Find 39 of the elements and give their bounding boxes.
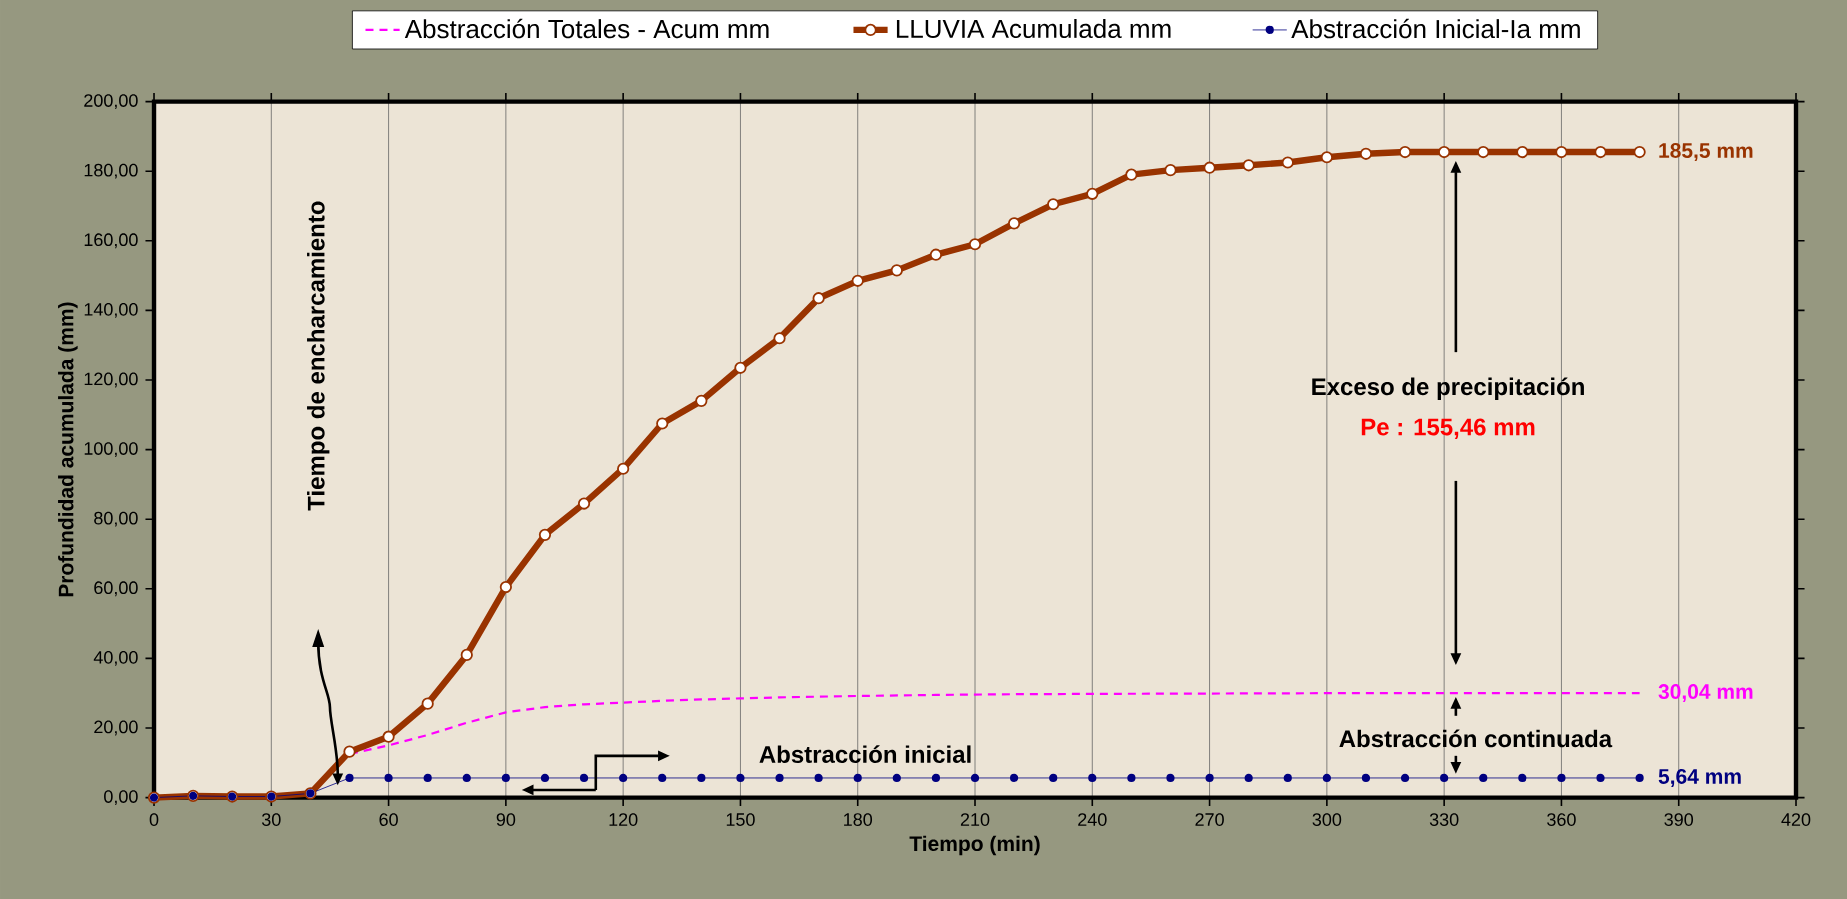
legend-label: Abstracción Totales - Acum mm: [404, 18, 769, 39]
x-tick-label: 240: [1078, 813, 1107, 826]
legend-label: LLUVIA Acumulada mm: [896, 18, 1171, 39]
x-tick-label: 60: [379, 813, 398, 826]
x-tick-label: 360: [1547, 813, 1576, 826]
y-tick-label: 80,00: [94, 511, 138, 527]
legend-label: Abstracción Inicial-Ia mm: [1291, 18, 1580, 39]
x-axis-title: Tiempo (min): [909, 835, 1040, 856]
x-tick-label: 150: [726, 813, 755, 826]
x-tick-label: 420: [1781, 813, 1811, 826]
y-tick-label: 200,00: [84, 94, 138, 110]
annotation: Abstracción inicial: [759, 745, 971, 763]
annotation: Exceso de precipitación: [1312, 377, 1584, 400]
annotation: Abstracción continuada: [1339, 729, 1613, 748]
y-tick-label: 100,00: [84, 442, 138, 458]
y-tick-label: 40,00: [93, 650, 138, 666]
x-tick-label: 0: [149, 813, 159, 826]
y-tick-label: 180,00: [84, 163, 138, 179]
y-axis-title: Profundidad acumulada (mm): [58, 302, 78, 597]
annotation: Pe : 155,46 mm: [1361, 418, 1535, 439]
y-tick-label: 60,00: [94, 581, 138, 597]
y-tick-label: 0,00: [104, 790, 138, 806]
y-tick-label: 20,00: [94, 720, 138, 736]
x-tick-label: 180: [844, 813, 873, 826]
x-tick-label: 300: [1312, 813, 1342, 826]
x-tick-label: 30: [261, 813, 281, 826]
data-label: 30,04 mm: [1658, 684, 1753, 703]
y-tick-label: 120,00: [84, 372, 138, 388]
x-tick-label: 390: [1664, 813, 1694, 826]
y-tick-label: 160,00: [84, 233, 138, 249]
data-label: 5,64 mm: [1658, 769, 1741, 787]
data-label: 185,5 mm: [1659, 143, 1753, 162]
x-tick-label: 210: [960, 813, 990, 826]
x-tick-label: 270: [1195, 813, 1224, 826]
y-tick-label: 140,00: [84, 302, 138, 318]
x-tick-label: 90: [496, 813, 516, 826]
x-tick-label: 120: [609, 813, 638, 826]
x-tick-label: 330: [1429, 813, 1459, 826]
annotation: Tiempo de encharcamiento: [307, 201, 330, 511]
